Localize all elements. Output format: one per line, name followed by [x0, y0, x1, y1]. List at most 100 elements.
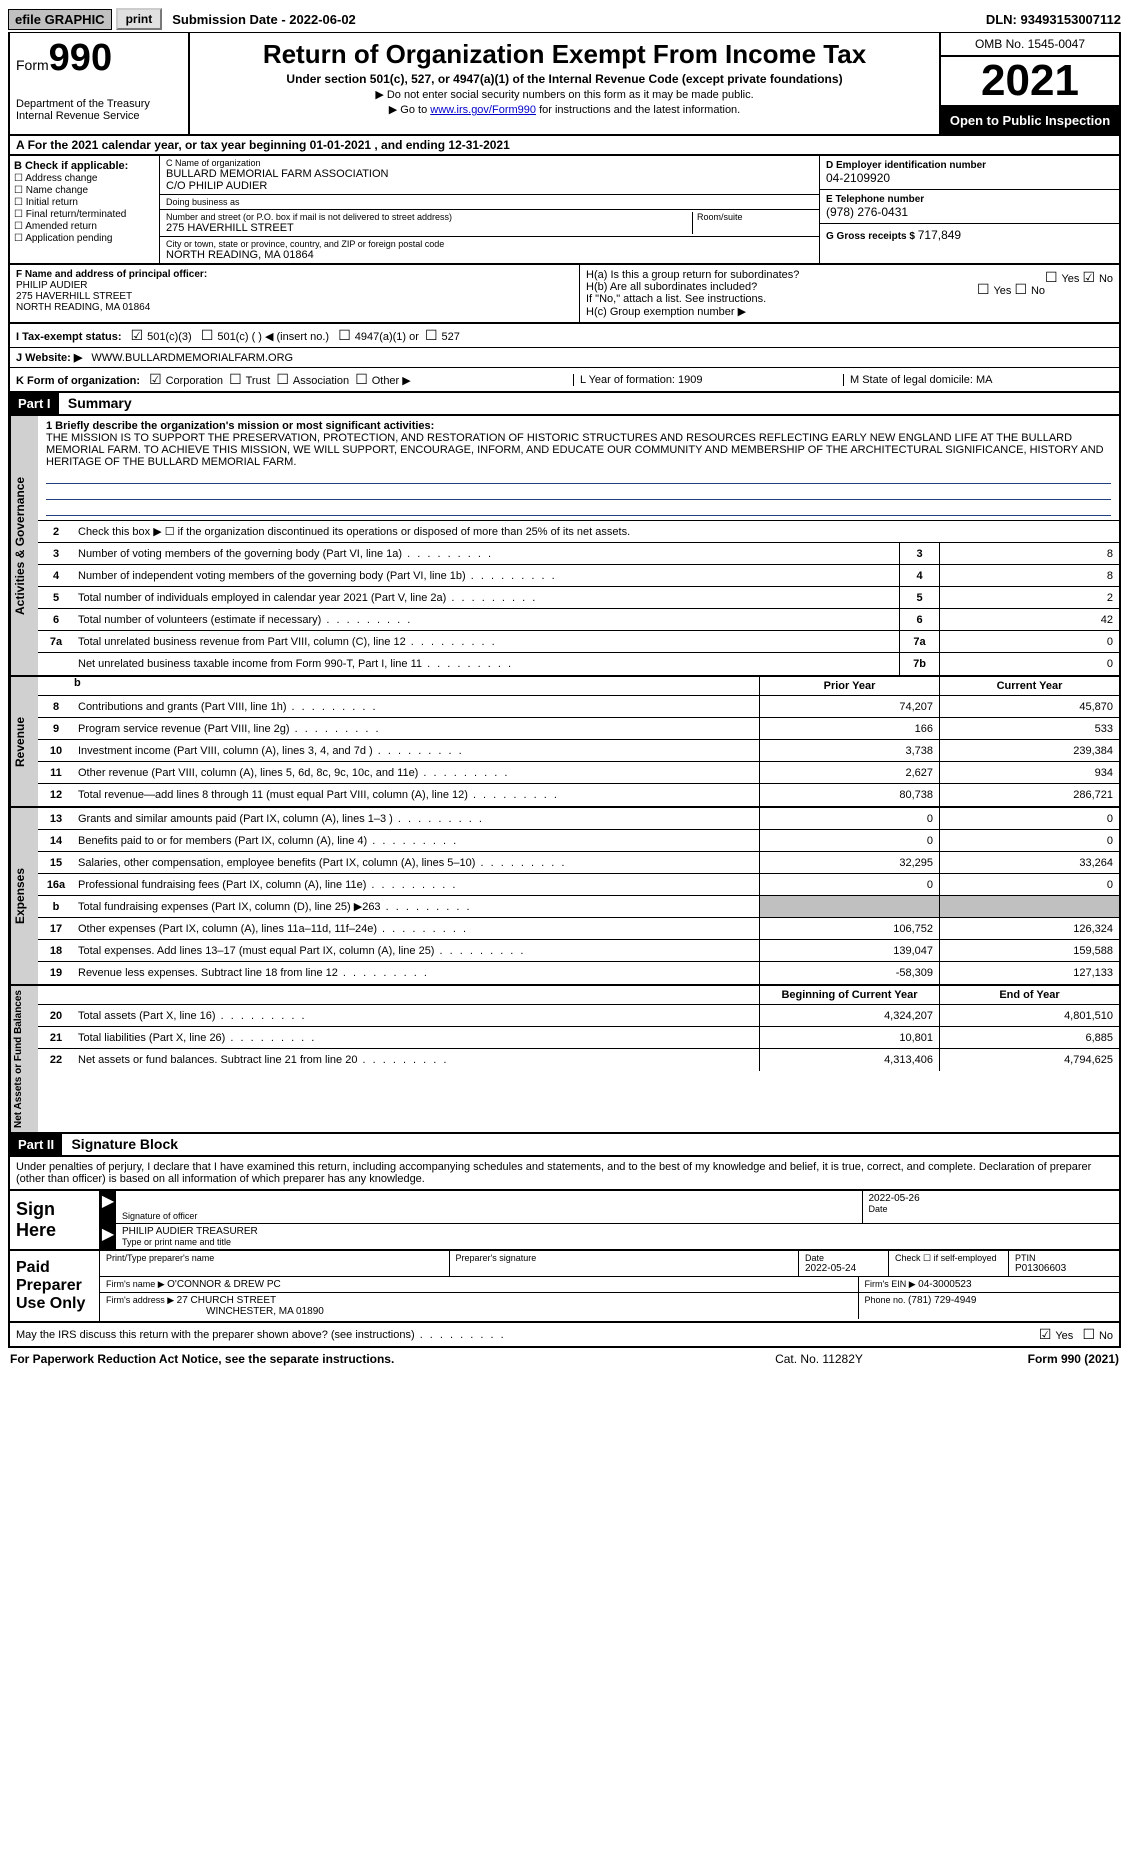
row-curr: 0: [939, 874, 1119, 895]
print-button[interactable]: print: [116, 8, 163, 30]
row-prior: 139,047: [759, 940, 939, 961]
tax-year: 2021: [941, 57, 1119, 107]
vtab-governance: Activities & Governance: [10, 416, 38, 675]
ha-no[interactable]: No: [1082, 273, 1113, 285]
col-b-checkboxes: B Check if applicable: Address change Na…: [10, 156, 160, 263]
ha-yes[interactable]: Yes: [1045, 273, 1079, 285]
firm-addr2: WINCHESTER, MA 01890: [106, 1306, 852, 1317]
info-block: B Check if applicable: Address change Na…: [8, 156, 1121, 265]
declaration-text: Under penalties of perjury, I declare th…: [8, 1157, 1121, 1191]
hb-no[interactable]: No: [1015, 285, 1046, 297]
underline: [46, 502, 1111, 516]
k-assoc[interactable]: Association: [276, 375, 349, 387]
chk-amended-return[interactable]: Amended return: [14, 221, 155, 232]
row-desc: Salaries, other compensation, employee b…: [74, 855, 759, 871]
row-k: K Form of organization: Corporation Trus…: [10, 368, 1119, 391]
i-527[interactable]: 527: [425, 331, 460, 343]
row-curr: 126,324: [939, 918, 1119, 939]
form-number: 990: [49, 37, 112, 79]
hdr-end: End of Year: [939, 986, 1119, 1004]
row-curr: 533: [939, 718, 1119, 739]
form-title: Return of Organization Exempt From Incom…: [198, 39, 931, 70]
prep-sig-lbl: Preparer's signature: [456, 1253, 793, 1263]
table-row: 10Investment income (Part VIII, column (…: [38, 740, 1119, 762]
row-curr: [939, 896, 1119, 917]
ein-cell: D Employer identification number 04-2109…: [820, 156, 1119, 190]
k-corp[interactable]: Corporation: [149, 375, 223, 387]
k-trust[interactable]: Trust: [229, 375, 270, 387]
ptin-val: P01306603: [1015, 1263, 1113, 1274]
l5-desc: Total number of individuals employed in …: [74, 590, 899, 606]
subdate-val: 2022-06-02: [289, 12, 356, 27]
chk-initial-return[interactable]: Initial return: [14, 197, 155, 208]
city-cell: City or town, state or province, country…: [160, 237, 819, 263]
discuss-yes[interactable]: Yes: [1039, 1330, 1073, 1342]
table-row: 9Program service revenue (Part VIII, lin…: [38, 718, 1119, 740]
irs-link[interactable]: www.irs.gov/Form990: [430, 104, 536, 116]
row-prior: 0: [759, 830, 939, 851]
part1-header-row: Part I Summary: [8, 393, 1121, 416]
note2-post: for instructions and the latest informat…: [536, 104, 740, 116]
row-desc: Total liabilities (Part X, line 26): [74, 1030, 759, 1046]
i-4947[interactable]: 4947(a)(1) or: [338, 331, 419, 343]
chk-application-pending[interactable]: Application pending: [14, 233, 155, 244]
l7a-val: 0: [939, 631, 1119, 652]
room-lbl: Room/suite: [697, 212, 813, 222]
sig-date: 2022-05-26: [869, 1193, 1114, 1204]
arrow-icon: ▶: [100, 1224, 116, 1249]
i-lbl: I Tax-exempt status:: [16, 331, 122, 343]
hdr-curr: Current Year: [939, 677, 1119, 695]
hb-row: H(b) Are all subordinates included? Yes …: [586, 281, 1113, 293]
i-501c[interactable]: 501(c) ( ) ◀ (insert no.): [201, 331, 329, 343]
l3-desc: Number of voting members of the governin…: [74, 546, 899, 562]
table-row: 21Total liabilities (Part X, line 26)10,…: [38, 1027, 1119, 1049]
k-lbl: K Form of organization:: [16, 375, 140, 387]
i-501c3[interactable]: 501(c)(3): [131, 331, 192, 343]
chk-final-return[interactable]: Final return/terminated: [14, 209, 155, 220]
row-curr: 286,721: [939, 784, 1119, 806]
part2-title: Signature Block: [65, 1136, 178, 1152]
row-desc: Total assets (Part X, line 16): [74, 1008, 759, 1024]
row-prior: 80,738: [759, 784, 939, 806]
sign-here-label: Sign Here: [10, 1191, 100, 1249]
footer-left: For Paperwork Reduction Act Notice, see …: [10, 1352, 719, 1366]
ha-lbl: H(a) Is this a group return for subordin…: [586, 269, 799, 281]
l4-val: 8: [939, 565, 1119, 586]
row-desc: Program service revenue (Part VIII, line…: [74, 721, 759, 737]
revenue-section: Revenue b Prior Year Current Year 8Contr…: [8, 677, 1121, 808]
line-5: 5Total number of individuals employed in…: [38, 587, 1119, 609]
l3-val: 8: [939, 543, 1119, 564]
chk-name-change[interactable]: Name change: [14, 185, 155, 196]
row-prior: 0: [759, 808, 939, 829]
principal-officer: F Name and address of principal officer:…: [10, 265, 580, 322]
org-name-1: BULLARD MEMORIAL FARM ASSOCIATION: [166, 168, 813, 180]
hb-yes[interactable]: Yes: [977, 285, 1011, 297]
note2-pre: Go to: [400, 104, 430, 116]
phone-val: (781) 729-4949: [908, 1295, 976, 1306]
tel-lbl: E Telephone number: [826, 194, 1113, 205]
sig-name-lbl: Type or print name and title: [122, 1237, 1113, 1247]
row-prior: 0: [759, 874, 939, 895]
form-990-page: efile GRAPHIC print Submission Date - 20…: [0, 0, 1129, 1378]
row-curr: 0: [939, 808, 1119, 829]
net-assets-section: Net Assets or Fund Balances Beginning of…: [8, 986, 1121, 1134]
l5-val: 2: [939, 587, 1119, 608]
discuss-no[interactable]: No: [1082, 1330, 1113, 1342]
table-row: 15Salaries, other compensation, employee…: [38, 852, 1119, 874]
line-6: 6Total number of volunteers (estimate if…: [38, 609, 1119, 631]
note-ssn: Do not enter social security numbers on …: [198, 88, 931, 101]
line-7b: Net unrelated business taxable income fr…: [38, 653, 1119, 675]
f-lbl: F Name and address of principal officer:: [16, 269, 573, 280]
underline: [46, 486, 1111, 500]
row-curr: 934: [939, 762, 1119, 783]
dln: DLN: 93493153007112: [986, 12, 1121, 27]
row-prior: 166: [759, 718, 939, 739]
row-desc: Net assets or fund balances. Subtract li…: [74, 1052, 759, 1068]
chk-address-change[interactable]: Address change: [14, 173, 155, 184]
table-row: 11Other revenue (Part VIII, column (A), …: [38, 762, 1119, 784]
addr-row: Number and street (or P.O. box if mail i…: [160, 210, 819, 237]
k-other[interactable]: Other ▶: [355, 375, 410, 387]
row-desc: Contributions and grants (Part VIII, lin…: [74, 699, 759, 715]
l6-desc: Total number of volunteers (estimate if …: [74, 612, 899, 628]
prep-date: 2022-05-24: [805, 1263, 882, 1274]
